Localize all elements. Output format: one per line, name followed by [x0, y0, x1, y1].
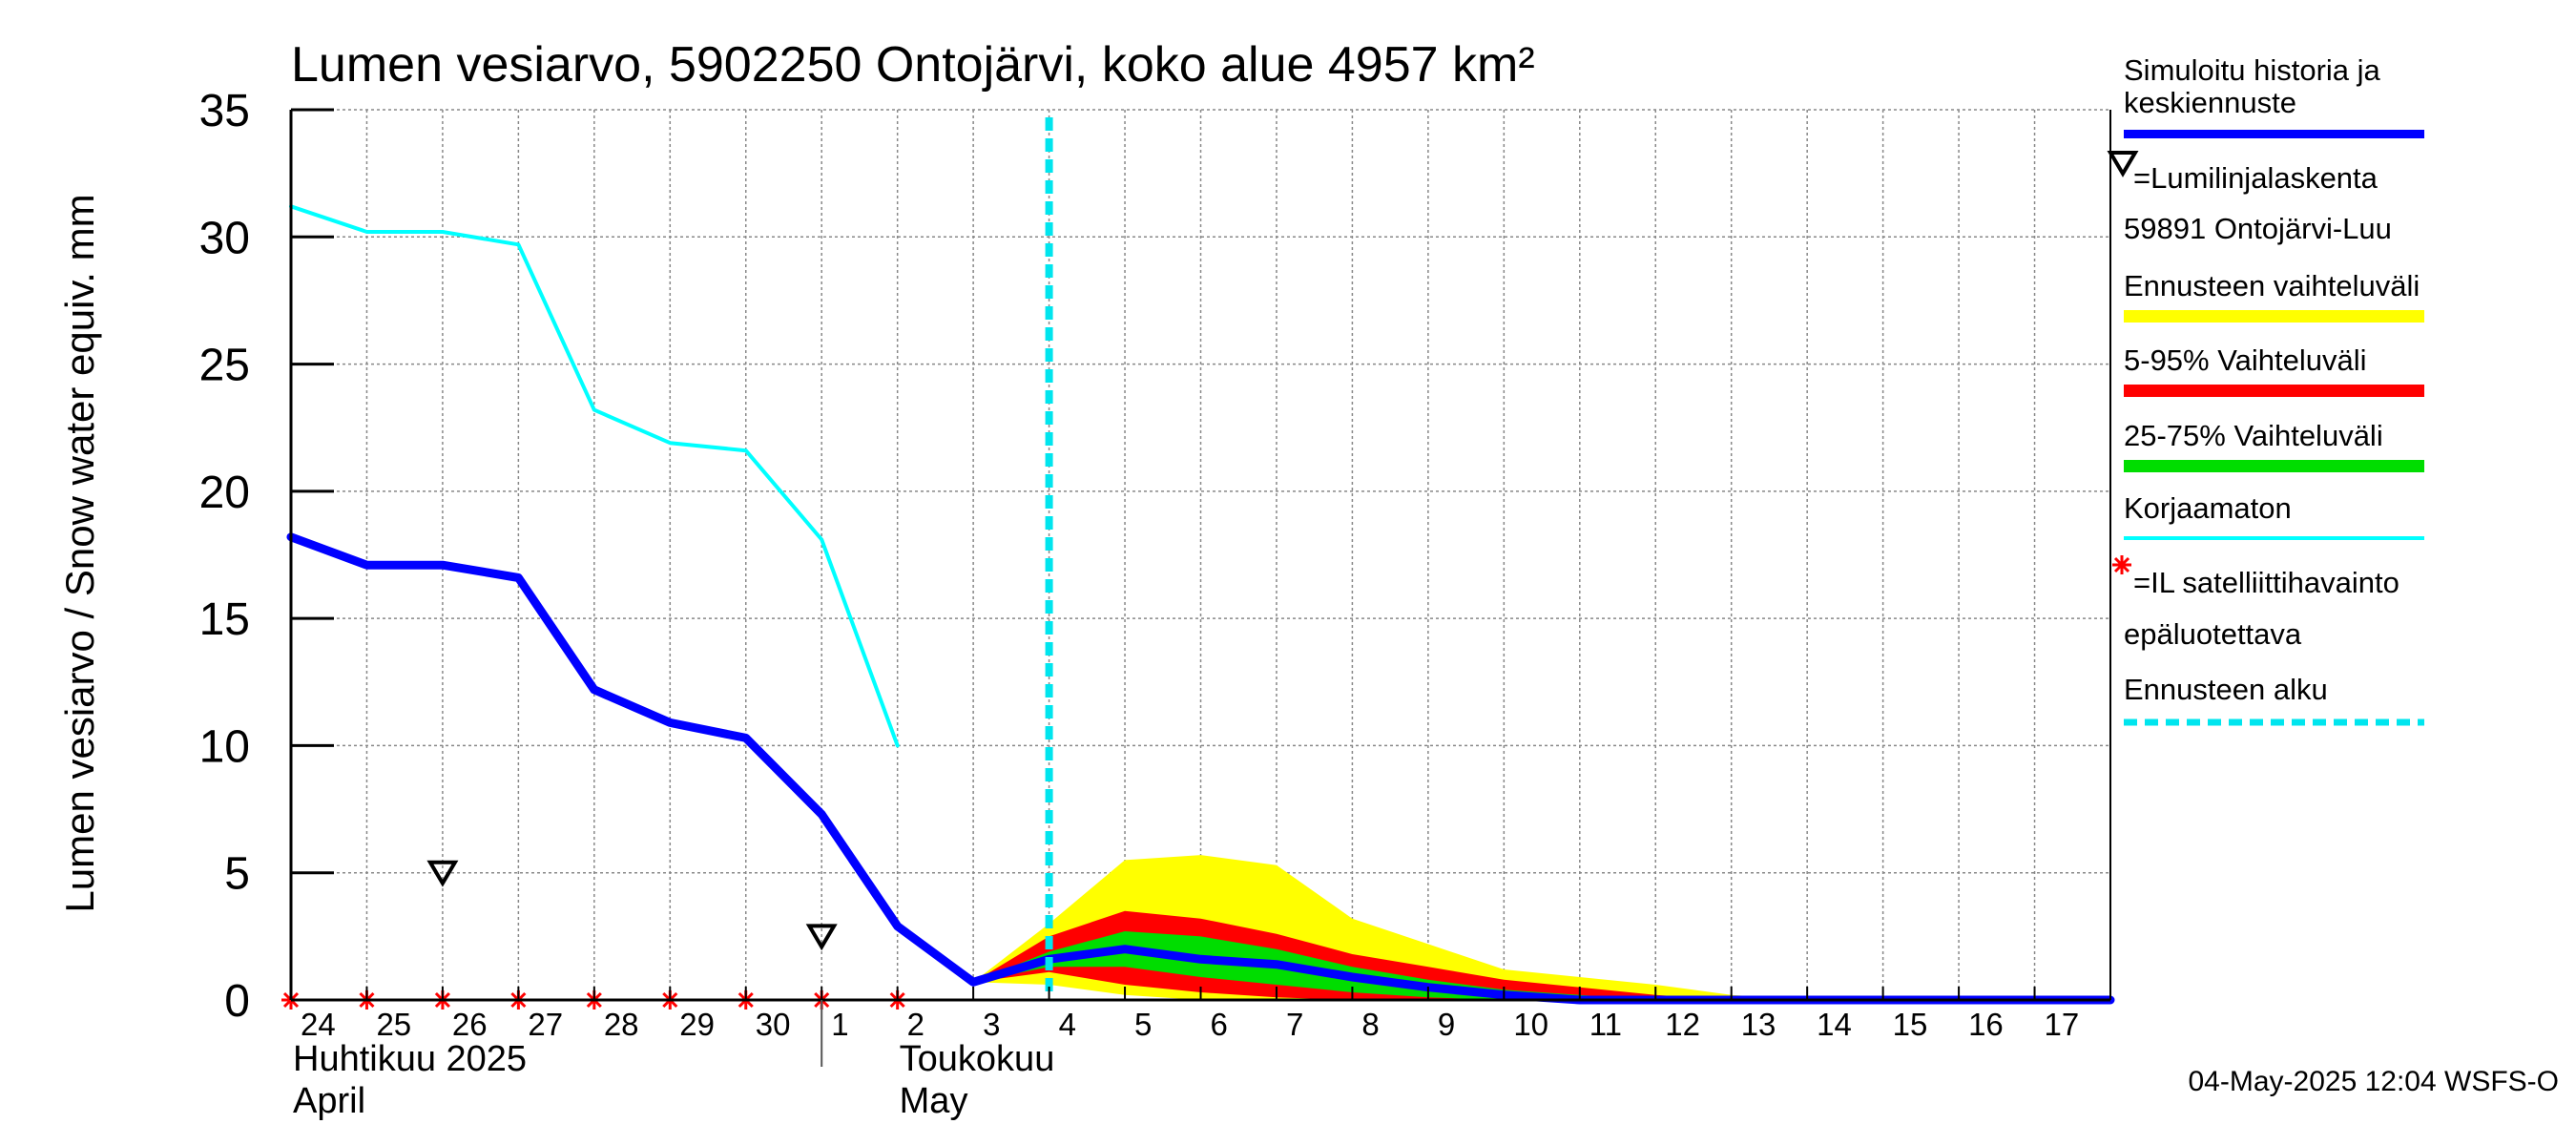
- legend-satellite-label: =IL satelliittihavainto: [2133, 566, 2399, 599]
- x-tick-label: 3: [983, 1007, 1000, 1042]
- band-5-95: [973, 910, 1808, 1000]
- month-label-fi: Toukokuu: [900, 1039, 1055, 1079]
- x-tick-label: 16: [1968, 1007, 2004, 1042]
- x-tick-label: 27: [528, 1007, 563, 1042]
- legend-p2575-label: 25-75% Vaihteluväli: [2124, 419, 2383, 452]
- legend-p595-label: 5-95% Vaihteluväli: [2124, 344, 2366, 377]
- y-tick-label: 25: [199, 341, 250, 391]
- legend-snowline-icon: [2107, 151, 2139, 177]
- y-tick-label: 20: [199, 468, 250, 518]
- x-tick-label: 8: [1361, 1007, 1379, 1042]
- month-label-fi: Huhtikuu 2025: [293, 1039, 527, 1079]
- x-tick-label: 5: [1134, 1007, 1152, 1042]
- y-tick-label: 0: [224, 976, 250, 1027]
- x-tick-label: 15: [1893, 1007, 1928, 1042]
- legend: Simuloitu historia ja keskiennuste =Lumi…: [2107, 53, 2424, 726]
- legend-satellite-icon: [2112, 555, 2131, 574]
- x-tick-label: 25: [376, 1007, 411, 1042]
- snowline-marker: [805, 924, 838, 951]
- legend-snowline-label: =Lumilinjalaskenta: [2133, 161, 2379, 195]
- timestamp-footer: 04-May-2025 12:04 WSFS-O: [2189, 1066, 2560, 1097]
- forecast-bands: [973, 855, 1808, 1000]
- y-tick-label: 5: [224, 849, 250, 900]
- legend-uncorrected-label: Korjaamaton: [2124, 491, 2292, 525]
- snowline-marker: [426, 860, 459, 887]
- month-label-en: May: [900, 1081, 968, 1121]
- x-tick-label: 9: [1438, 1007, 1455, 1042]
- x-tick-label: 6: [1211, 1007, 1228, 1042]
- x-tick-label: 30: [756, 1007, 791, 1042]
- x-tick-label: 7: [1286, 1007, 1303, 1042]
- x-tick-label: 2: [907, 1007, 924, 1042]
- x-tick-label: 14: [1817, 1007, 1852, 1042]
- x-tick-label: 13: [1741, 1007, 1776, 1042]
- chart-title: Lumen vesiarvo, 5902250 Ontojärvi, koko …: [291, 37, 1535, 93]
- x-tick-label: 4: [1059, 1007, 1076, 1042]
- legend-range-label: Ennusteen vaihteluväli: [2124, 269, 2420, 302]
- legend-forecast-start-label: Ennusteen alku: [2124, 673, 2328, 706]
- x-tick-label: 29: [679, 1007, 715, 1042]
- month-label-en: April: [293, 1081, 365, 1121]
- legend-uncorrected-swatch: [2124, 536, 2424, 540]
- legend-sim-swatch: [2124, 130, 2424, 138]
- x-tick-label: 24: [301, 1007, 336, 1042]
- x-tick-label: 10: [1513, 1007, 1548, 1042]
- x-tick-label: 11: [1589, 1007, 1622, 1042]
- legend-p595-swatch: [2124, 385, 2424, 397]
- legend-satellite-label-2: epäluotettava: [2124, 617, 2302, 651]
- x-tick-label: 26: [452, 1007, 488, 1042]
- y-tick-label: 15: [199, 594, 250, 645]
- legend-p2575-swatch: [2124, 460, 2424, 472]
- legend-sim-label-2: keskiennuste: [2124, 86, 2296, 119]
- y-axis-label: Lumen vesiarvo / Snow water equiv. mm: [57, 194, 102, 912]
- legend-range-swatch: [2124, 310, 2424, 323]
- series-line-uncorrected: [289, 204, 900, 748]
- x-tick-label: 17: [2045, 1007, 2080, 1042]
- x-tick-label: 12: [1665, 1007, 1700, 1042]
- y-tick-label: 35: [199, 86, 250, 136]
- x-tick-label: 28: [604, 1007, 639, 1042]
- legend-snowline-station: 59891 Ontojärvi-Luu: [2124, 212, 2392, 245]
- x-tick-label: 1: [831, 1007, 848, 1042]
- legend-sim-label-1: Simuloitu historia ja: [2124, 53, 2381, 87]
- band-25-75: [973, 931, 1808, 1000]
- y-tick-label: 30: [199, 213, 250, 263]
- y-tick-label: 10: [199, 721, 250, 772]
